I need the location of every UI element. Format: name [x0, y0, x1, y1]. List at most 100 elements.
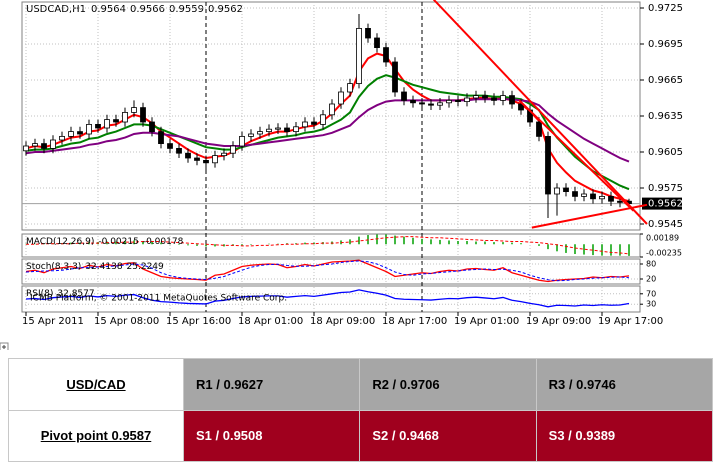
indicator-value: 32.4138	[85, 262, 122, 272]
candle-body	[86, 124, 92, 135]
candle-body	[158, 131, 164, 145]
candle-body	[320, 114, 326, 125]
x-tick-label: 18 Apr 09:00	[310, 316, 375, 327]
candle-body	[95, 124, 101, 129]
x-tick-label: 19 Apr 17:00	[598, 316, 663, 327]
candle-body	[257, 131, 263, 135]
candle-body	[563, 187, 569, 192]
candle-body	[581, 193, 587, 197]
candle-body	[599, 195, 605, 200]
indicator-label: Stoch(8,3,3) 32.4138 25.2249	[26, 262, 164, 272]
y-tick-label: 0.9605	[648, 147, 683, 158]
y-tick-label: 0.00189	[646, 234, 679, 243]
y-tick-label: 0.9635	[648, 111, 683, 122]
x-tick-label: 15 Apr 16:00	[166, 316, 231, 327]
pivot-table: USD/CAD R1 / 0.9627 R2 / 0.9706 R3 / 0.9746…	[8, 358, 714, 462]
pivot-label: Pivot point 0.9587	[8, 409, 184, 462]
candle-body	[77, 131, 83, 135]
trend-line	[518, 99, 635, 212]
y-tick-label: -0.00235	[646, 249, 682, 258]
candle-body	[185, 152, 191, 159]
candle-body	[194, 157, 200, 161]
close-value: 0.9562	[208, 4, 243, 15]
candle-body	[239, 135, 245, 147]
indicator-value: -0.00215	[98, 237, 138, 247]
pair-label: USD/CAD	[8, 358, 184, 411]
support: S3 / 0.9389	[535, 409, 714, 462]
candle-body	[365, 27, 371, 39]
candle-body	[140, 107, 146, 123]
y-tick-label: 0.9725	[648, 3, 683, 14]
indicator-value: 25.2249	[127, 262, 164, 272]
y-tick-label: 0.9665	[648, 75, 683, 86]
candle-body	[509, 95, 515, 105]
chart: USDCAD,H1 0.9564 0.9566 0.9559 0.9562 0.9725…	[0, 0, 683, 350]
indicator-value: Stoch(8,3,3)	[26, 262, 81, 272]
support: S1 / 0.9508	[182, 409, 361, 462]
candle-body	[176, 147, 182, 154]
y-tick-label: 0.9575	[648, 183, 683, 194]
candle-body	[392, 61, 398, 93]
x-tick-label: 19 Apr 09:00	[526, 316, 591, 327]
current-price-label: 0.9562	[648, 199, 683, 210]
moving-average	[25, 74, 630, 191]
candle-body	[221, 152, 227, 156]
candle-body	[131, 107, 137, 113]
y-tick-label: 20	[646, 275, 656, 284]
indicator-line	[25, 260, 630, 282]
moving-average	[25, 98, 630, 163]
x-tick-label: 15 Apr 2011	[22, 316, 84, 327]
candle-body	[617, 200, 623, 203]
indicator-line	[26, 236, 630, 255]
candle-body	[545, 135, 551, 195]
y-tick-label: 80	[646, 260, 656, 269]
indicator-value: RSI(8)	[26, 289, 53, 299]
resistance: R3 / 0.9746	[535, 358, 714, 411]
candle-body	[428, 103, 434, 106]
y-tick-label: 0.9695	[648, 39, 683, 50]
candle-body	[401, 91, 407, 101]
symbol: USDCAD,H1	[26, 4, 86, 15]
candle-body	[608, 195, 614, 202]
y-tick-label: 0.9545	[648, 219, 683, 230]
candle-body	[50, 139, 56, 149]
indicator-line	[25, 289, 630, 308]
candle-body	[455, 100, 461, 103]
candle-body	[59, 135, 65, 141]
candle-body	[338, 91, 344, 105]
panel-frame	[21, 285, 641, 313]
trend-line	[432, 0, 648, 225]
x-tick-label: 18 Apr 17:00	[382, 316, 447, 327]
indicator-label: MACD(12,26,9) -0.00215 -0.00178	[26, 237, 184, 247]
candle-body	[491, 97, 497, 101]
trend-line	[531, 203, 648, 229]
y-tick-label: 30	[646, 300, 656, 309]
candle-body	[311, 121, 317, 125]
indicator-value: MACD(12,26,9)	[26, 237, 94, 247]
indicator-value: 32.8577	[57, 289, 94, 299]
candle-body	[167, 143, 173, 149]
candle-body	[302, 121, 308, 128]
candle-body	[419, 102, 425, 105]
x-tick-label: 18 Apr 01:00	[238, 316, 303, 327]
candle-body	[554, 187, 560, 195]
y-tick-label: 70	[646, 289, 656, 298]
candle-body	[347, 83, 353, 93]
candle-body	[293, 126, 299, 133]
candle-body	[329, 103, 335, 116]
current-price-box	[642, 197, 682, 210]
candle-body	[356, 27, 362, 85]
candle-body	[41, 143, 47, 149]
candle-body	[32, 143, 38, 147]
candle-body	[203, 159, 209, 164]
candle-body	[437, 102, 443, 106]
candle-body	[68, 131, 74, 137]
low-value: 0.9559	[169, 4, 204, 15]
candle-body	[383, 47, 389, 63]
chart-title: USDCAD,H1 0.9564 0.9566 0.9559 0.9562	[26, 4, 243, 15]
candle-body	[572, 191, 578, 197]
expand-icon-glyph	[2, 345, 6, 349]
candle-body	[212, 155, 218, 164]
candle-body	[122, 112, 128, 123]
